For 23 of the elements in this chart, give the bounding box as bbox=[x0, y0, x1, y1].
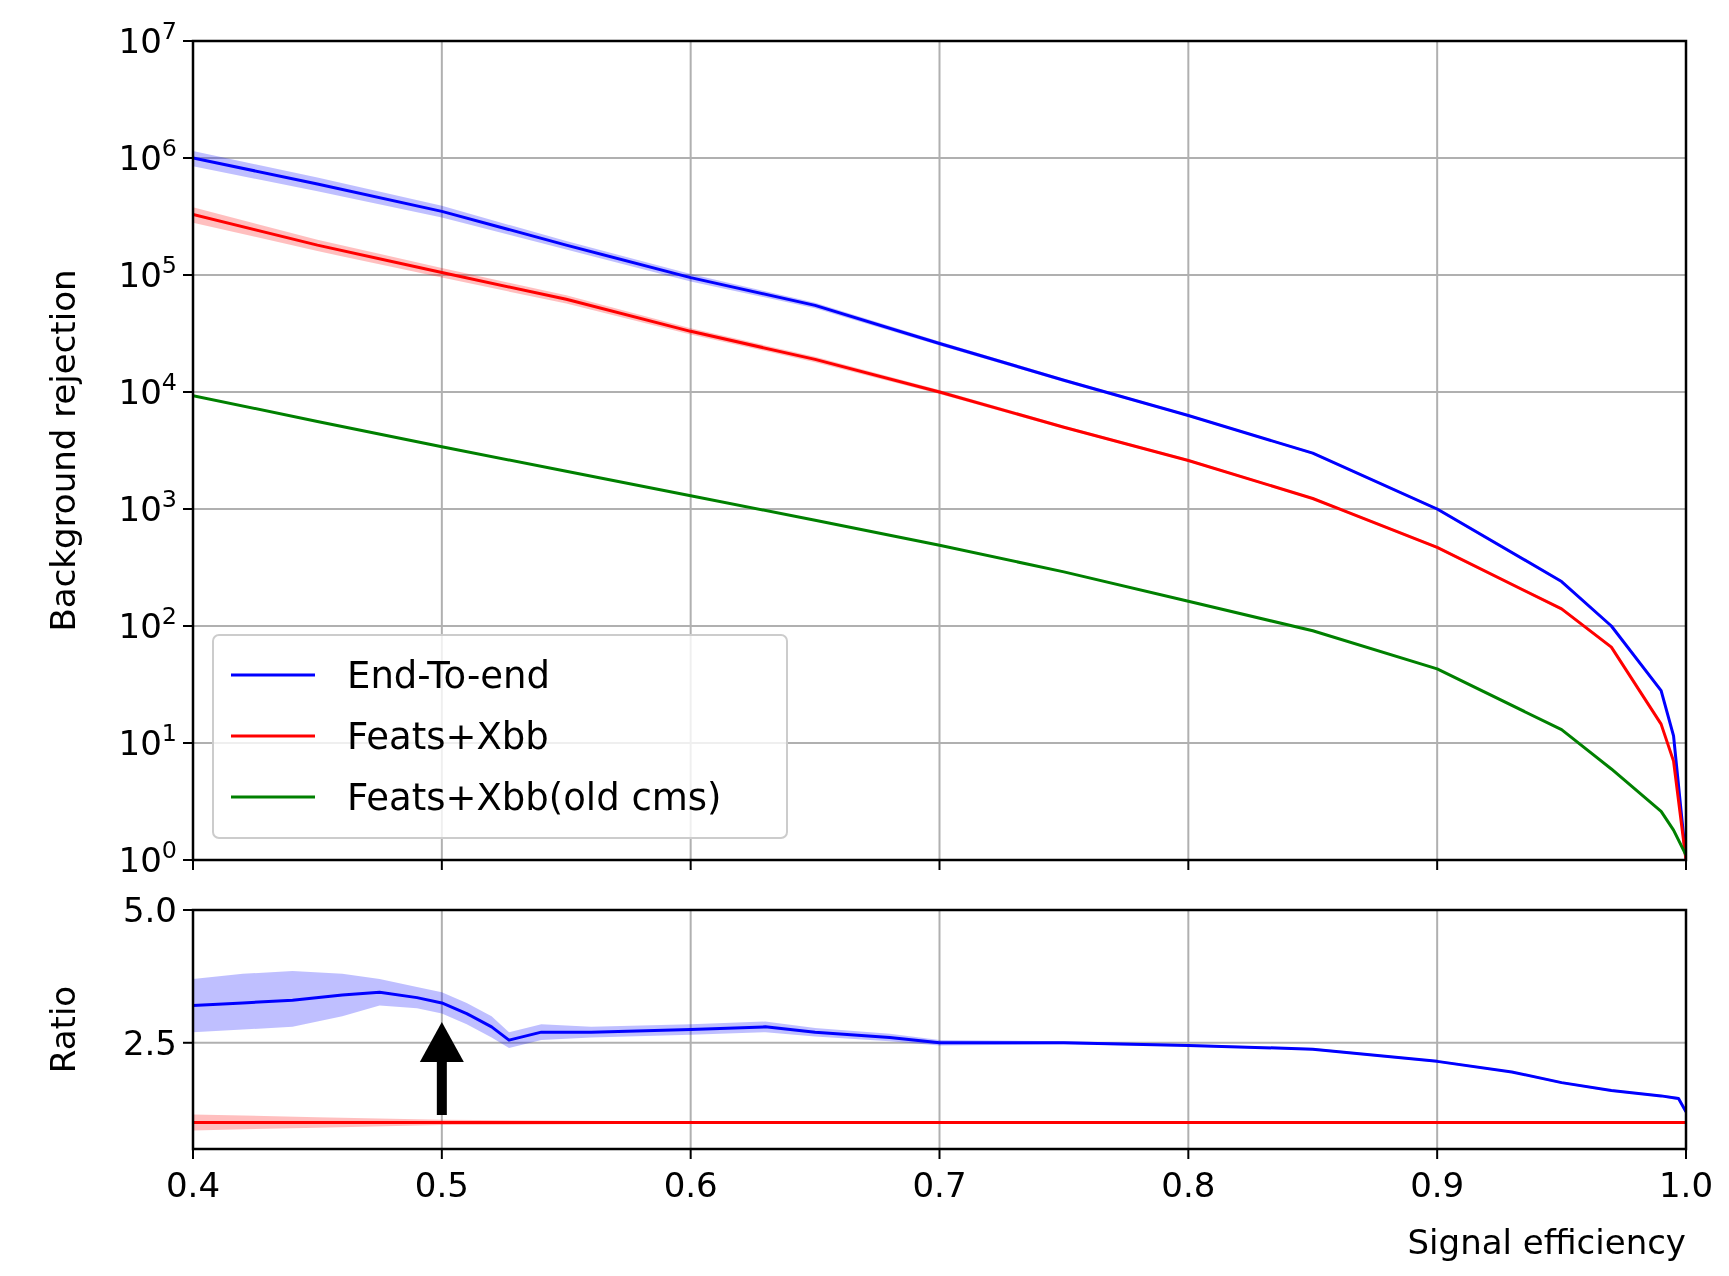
y-axis-title: Ratio bbox=[43, 985, 83, 1074]
y-tick-label: 10$^{6}$ bbox=[118, 134, 177, 178]
x-tick-label: 0.8 bbox=[1161, 1165, 1216, 1205]
legend-label: Feats+Xbb(old cms) bbox=[347, 776, 722, 819]
x-tick-label: 0.9 bbox=[1410, 1165, 1465, 1205]
y-tick-label: 10$^{5}$ bbox=[118, 251, 177, 295]
x-tick-label: 1.0 bbox=[1658, 1165, 1714, 1205]
legend-label: End-To-end bbox=[347, 654, 550, 697]
y-tick-label: 10$^{2}$ bbox=[118, 602, 177, 646]
y-axis-title: Background rejection bbox=[43, 269, 83, 632]
y-tick-label: 2.5 bbox=[122, 1022, 177, 1063]
x-tick-label: 0.7 bbox=[912, 1165, 967, 1205]
y-tick-label: 5.0 bbox=[122, 890, 177, 930]
y-tick-label: 10$^{1}$ bbox=[118, 719, 177, 763]
x-tick-label: 0.5 bbox=[414, 1165, 469, 1205]
y-tick-label: 10$^{4}$ bbox=[118, 368, 177, 412]
y-tick-label: 10$^{3}$ bbox=[118, 485, 177, 529]
y-tick-label: 10$^{7}$ bbox=[118, 17, 177, 61]
x-tick-label: 0.4 bbox=[165, 1165, 221, 1205]
x-axis-title: Signal efficiency bbox=[1407, 1222, 1686, 1262]
x-tick-label: 0.6 bbox=[663, 1165, 718, 1205]
legend-label: Feats+Xbb bbox=[347, 715, 549, 758]
y-tick-label: 10$^{0}$ bbox=[118, 836, 177, 880]
